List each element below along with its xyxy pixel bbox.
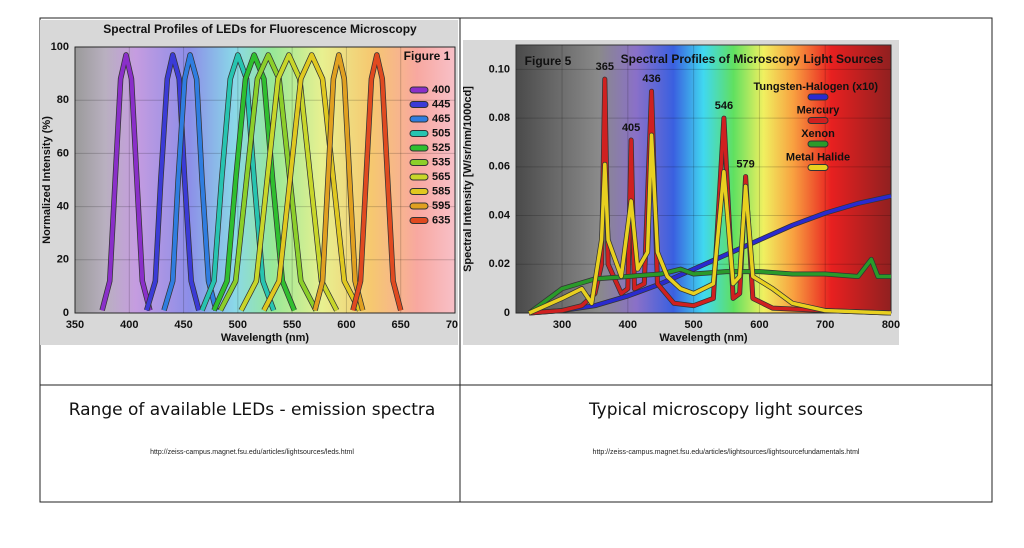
x-tick-label: 600	[337, 319, 355, 331]
x-tick-label: 550	[283, 319, 301, 331]
legend-swatch	[409, 115, 429, 123]
legend-label: Mercury	[797, 104, 841, 116]
legend-label: 585	[432, 185, 450, 197]
y-axis-label: Spectral Intensity [W/sr/nm/1000cd]	[462, 86, 474, 272]
chart-left: 0 20 40 60 80 100 350 400 450 500 550 600 650 700 Spec…	[41, 22, 464, 344]
x-tick-label: 300	[553, 319, 571, 331]
legend-swatch	[807, 140, 829, 148]
x-tick-label: 350	[66, 319, 84, 331]
chart-title: Spectral Profiles of LEDs for Fluorescen…	[103, 22, 417, 36]
x-tick-label: 500	[684, 319, 702, 331]
x-axis-label: Wavelength (nm)	[221, 332, 310, 344]
y-tick-label: 40	[57, 201, 69, 213]
y-tick-label: 80	[57, 94, 69, 106]
caption: Range of available LEDs - emission spect…	[69, 400, 436, 420]
y-tick-label: 0.04	[489, 209, 511, 221]
legend-swatch	[409, 202, 429, 210]
y-tick-label: 0	[504, 307, 510, 319]
y-axis-label: Normalized Intensity (%)	[41, 116, 53, 244]
peak-label: 436	[642, 73, 660, 85]
peak-label: 365	[596, 61, 614, 73]
legend-label: 565	[432, 171, 450, 183]
x-tick-label: 800	[882, 319, 900, 331]
legend-swatch	[409, 188, 429, 195]
legend-swatch	[409, 130, 429, 137]
legend-swatch	[409, 217, 429, 224]
series-line	[313, 52, 365, 311]
legend-label: 635	[432, 214, 450, 226]
series-line	[262, 52, 362, 312]
chart-right: 0 0.02 0.04 0.06 0.08 0.10 300 400 500 600 700 800 S…	[462, 44, 900, 344]
legend-label: 400	[432, 84, 450, 96]
series-line	[144, 52, 201, 311]
caption: Typical microscopy light sources	[588, 400, 863, 420]
x-tick-label: 400	[120, 319, 138, 331]
y-tick-label: 100	[51, 41, 69, 53]
series-line	[218, 52, 318, 312]
legend-swatch	[409, 86, 429, 94]
y-tick-label: 20	[57, 254, 69, 266]
legend-label: 505	[432, 127, 450, 139]
y-tick-label: 0	[63, 307, 69, 319]
x-tick-label: 650	[392, 319, 410, 331]
legend-label: Xenon	[801, 128, 835, 140]
peak-label: 546	[715, 100, 733, 112]
y-tick-label: 0.10	[489, 63, 510, 75]
legend-swatch	[409, 144, 429, 152]
legend-label: Tungsten-Halogen (x10)	[754, 81, 879, 93]
legend-label: 595	[432, 200, 450, 212]
legend-label: Metal Halide	[786, 151, 850, 163]
peak-label: 579	[736, 158, 754, 170]
legend-label: 535	[432, 156, 450, 168]
y-tick-label: 60	[57, 147, 69, 159]
series-line	[529, 77, 892, 315]
legend-label: 465	[432, 113, 450, 125]
legend-label: 445	[432, 98, 450, 110]
legend-swatch	[409, 101, 429, 108]
source-url: http://zeiss-campus.magnet.fsu.edu/artic…	[150, 449, 354, 456]
x-tick-label: 400	[619, 319, 637, 331]
figure-label: Figure 5	[525, 54, 572, 68]
x-tick-label: 500	[229, 319, 247, 331]
series-line	[528, 133, 892, 315]
legend-swatch	[807, 117, 829, 124]
legend-swatch	[807, 93, 829, 101]
series-line	[100, 52, 152, 311]
y-tick-label: 0.06	[489, 161, 510, 173]
x-axis-label: Wavelength (nm)	[659, 332, 748, 344]
series-line	[529, 194, 892, 315]
series-line	[528, 257, 891, 315]
peak-label: 405	[622, 122, 640, 134]
legend-swatch	[409, 173, 429, 181]
x-tick-label: 600	[750, 319, 768, 331]
chart-title: Spectral Profiles of Microscopy Light So…	[621, 52, 884, 66]
series-line	[351, 52, 403, 311]
source-url: http://zeiss-campus.magnet.fsu.edu/artic…	[593, 449, 860, 456]
legend-swatch	[807, 164, 829, 171]
x-tick-label: 700	[446, 319, 464, 331]
series-line	[212, 52, 297, 312]
series-line	[162, 52, 219, 311]
legend-label: 525	[432, 142, 450, 154]
legend-swatch	[409, 159, 429, 166]
plot-area	[515, 44, 892, 314]
series-line	[239, 52, 339, 312]
y-tick-label: 0.02	[489, 258, 510, 270]
figure-label: Figure 1	[404, 49, 451, 63]
x-tick-label: 700	[816, 319, 834, 331]
y-tick-label: 0.08	[489, 112, 510, 124]
x-tick-label: 450	[174, 319, 192, 331]
